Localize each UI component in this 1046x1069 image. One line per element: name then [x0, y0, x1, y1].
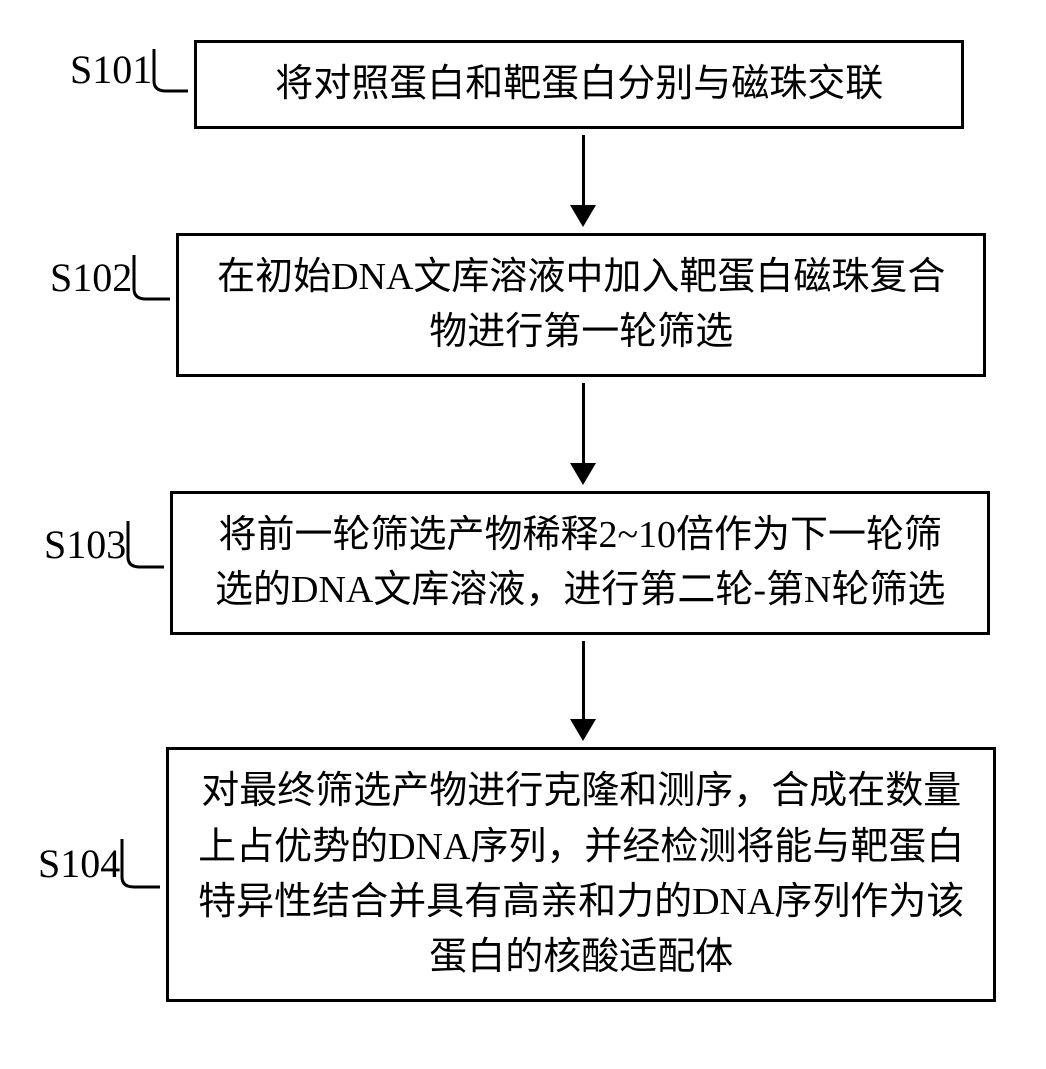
step-label-s101: S101: [70, 46, 190, 93]
step-box-s104: 对最终筛选产物进行克隆和测序，合成在数量上占优势的DNA序列，并经检测将能与靶蛋…: [166, 747, 996, 1001]
step-text: 将前一轮筛选产物稀释2~10倍作为下一轮筛选的DNA文库溶液，进行第二轮-第N轮…: [215, 514, 945, 611]
hook-icon: [126, 519, 166, 569]
hook-icon: [120, 837, 162, 889]
step-label-s102: S102: [50, 253, 172, 301]
flow-step: S103 将前一轮筛选产物稀释2~10倍作为下一轮筛选的DNA文库溶液，进行第二…: [30, 491, 1016, 635]
step-text: 将对照蛋白和靶蛋白分别与磁珠交联: [275, 63, 883, 105]
arrow-head-icon: [570, 205, 596, 227]
arrow-head-icon: [570, 719, 596, 741]
flow-arrow: [30, 641, 1016, 741]
arrow-head-icon: [570, 463, 596, 485]
step-label-s103: S103: [44, 519, 166, 569]
arrow-shaft: [582, 383, 585, 463]
step-text: 在初始DNA文库溶液中加入靶蛋白磁珠复合物进行第一轮筛选: [217, 256, 945, 353]
step-label-text: S101: [70, 46, 152, 93]
flow-arrow: [30, 135, 1016, 227]
step-label-text: S103: [44, 521, 126, 568]
step-label-text: S102: [50, 254, 132, 301]
step-box-s102: 在初始DNA文库溶液中加入靶蛋白磁珠复合物进行第一轮筛选: [176, 233, 986, 377]
step-text: 对最终筛选产物进行克隆和测序，合成在数量上占优势的DNA序列，并经检测将能与靶蛋…: [198, 770, 964, 977]
hook-icon: [152, 47, 190, 93]
arrow-shaft: [582, 641, 585, 719]
step-label-s104: S104: [38, 837, 162, 889]
step-box-s103: 将前一轮筛选产物稀释2~10倍作为下一轮筛选的DNA文库溶液，进行第二轮-第N轮…: [170, 491, 990, 635]
flow-arrow: [30, 383, 1016, 485]
flow-step: S101 将对照蛋白和靶蛋白分别与磁珠交联: [30, 40, 1016, 129]
hook-icon: [132, 253, 172, 301]
flow-step: S102 在初始DNA文库溶液中加入靶蛋白磁珠复合物进行第一轮筛选: [30, 233, 1016, 377]
step-label-text: S104: [38, 840, 120, 887]
flow-step: S104 对最终筛选产物进行克隆和测序，合成在数量上占优势的DNA序列，并经检测…: [30, 747, 1016, 1001]
arrow-shaft: [582, 135, 585, 205]
step-box-s101: 将对照蛋白和靶蛋白分别与磁珠交联: [194, 40, 964, 129]
